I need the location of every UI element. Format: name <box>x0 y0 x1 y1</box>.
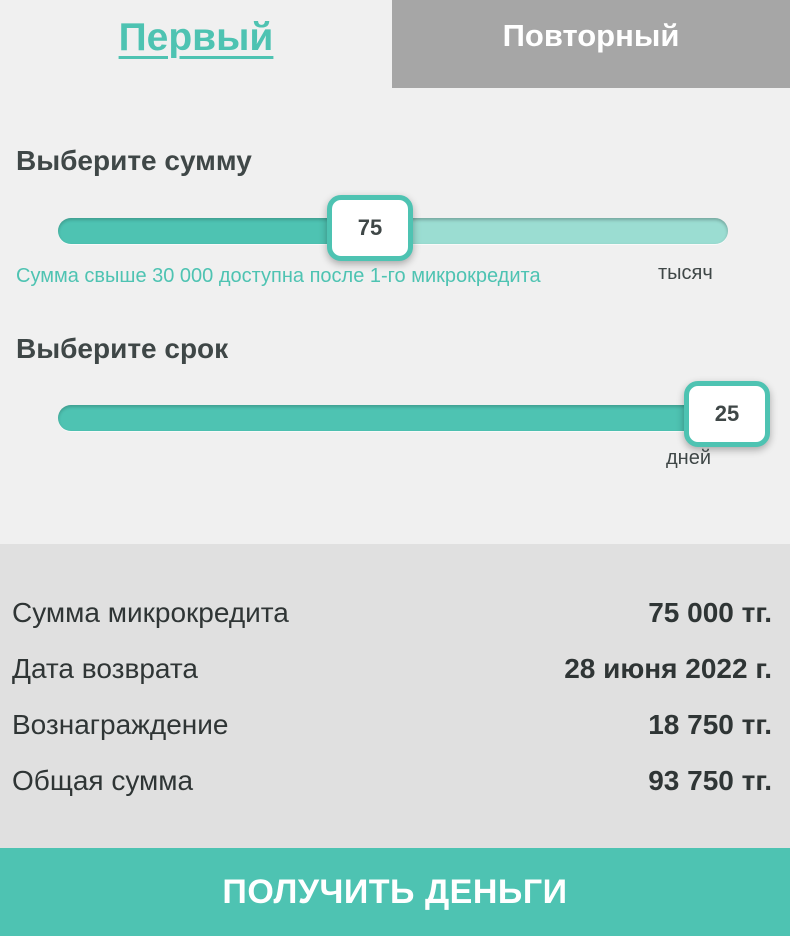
tab-first[interactable]: Первый <box>0 0 392 88</box>
summary-value: 18 750 тг. <box>648 709 772 740</box>
loan-type-tabs: Первый Повторный <box>0 0 790 88</box>
summary-label: Общая сумма <box>12 765 194 796</box>
summary-row-amount: Сумма микрокредита 75 000 тг. <box>12 593 772 633</box>
get-money-button[interactable]: ПОЛУЧИТЬ ДЕНЬГИ <box>0 848 790 936</box>
tab-first-label: Первый <box>118 16 274 59</box>
amount-hint: Сумма свыше 30 000 доступна после 1-го м… <box>16 265 541 287</box>
tab-repeat-label: Повторный <box>502 18 680 53</box>
term-unit: дней <box>666 447 712 469</box>
summary-row-total: Общая сумма 93 750 тг. <box>12 761 772 801</box>
term-slider-track[interactable] <box>58 405 728 431</box>
summary-value: 28 июня 2022 г. <box>564 653 772 684</box>
amount-slider-thumb[interactable]: 75 <box>327 195 413 261</box>
amount-heading: Выберите сумму <box>16 145 252 176</box>
tab-repeat[interactable]: Повторный <box>392 0 790 88</box>
amount-unit: тысяч <box>658 262 713 284</box>
summary-label: Вознаграждение <box>12 709 229 740</box>
term-slider-thumb[interactable]: 25 <box>684 381 770 447</box>
loan-summary: Сумма микрокредита 75 000 тг. Дата возвр… <box>0 544 790 848</box>
summary-value: 75 000 тг. <box>648 597 772 628</box>
term-heading: Выберите срок <box>16 333 229 364</box>
term-slider-fill <box>58 405 728 431</box>
summary-label: Сумма микрокредита <box>12 597 289 628</box>
amount-slider-fill <box>58 218 370 244</box>
summary-row-reward: Вознаграждение 18 750 тг. <box>12 705 772 745</box>
summary-value: 93 750 тг. <box>648 765 772 796</box>
summary-label: Дата возврата <box>12 653 198 684</box>
summary-row-return-date: Дата возврата 28 июня 2022 г. <box>12 649 772 689</box>
